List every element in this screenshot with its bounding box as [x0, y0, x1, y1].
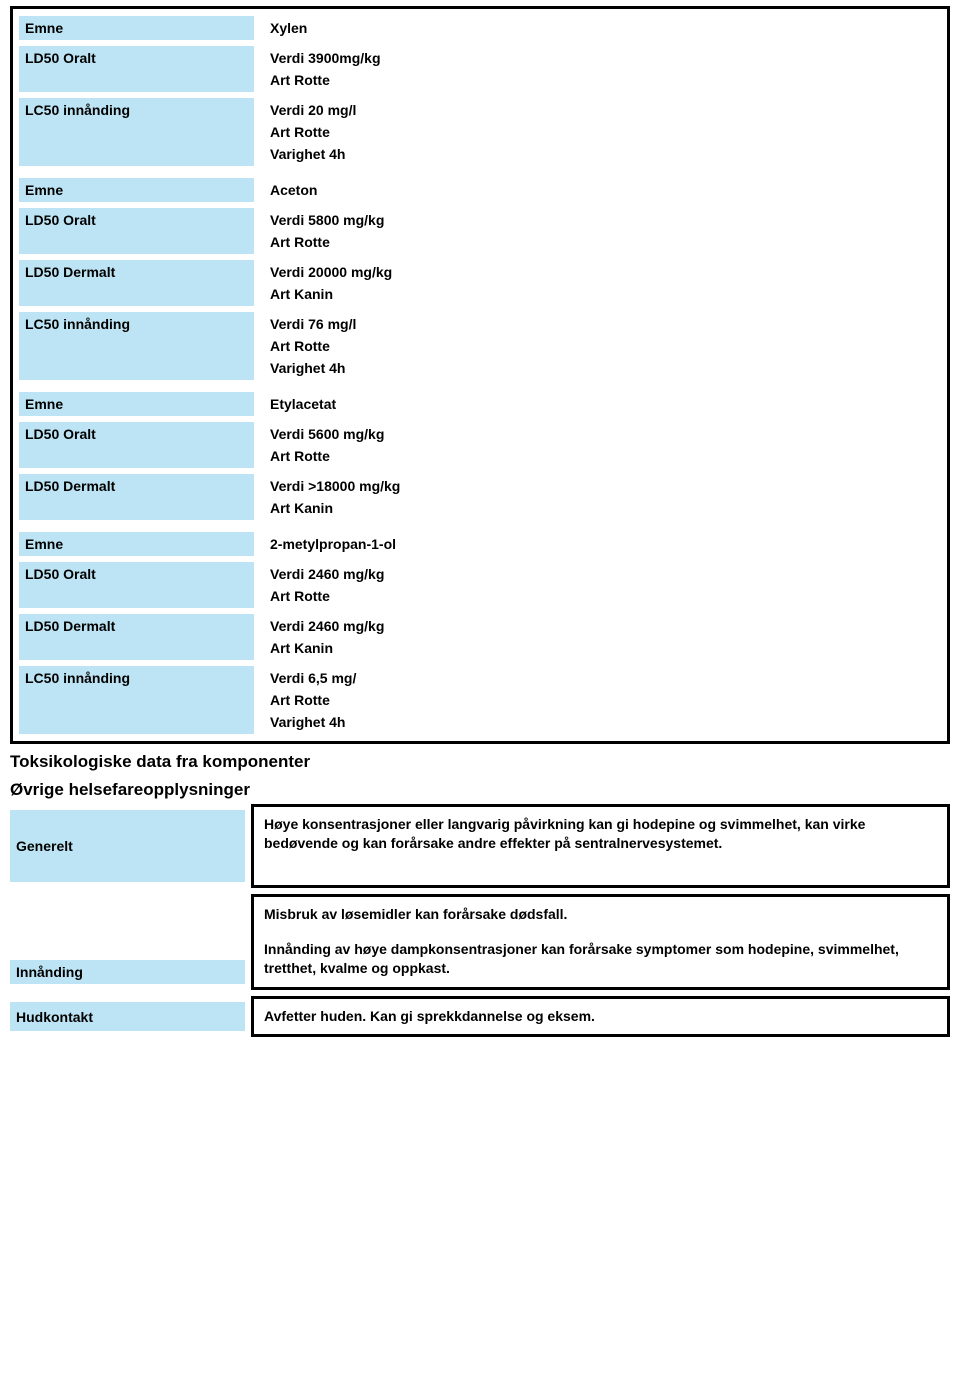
row-value: Verdi 6,5 mg/ Art Rotte Varighet 4h	[260, 663, 947, 737]
innanding-row: Innånding Misbruk av løsemidler kan forå…	[10, 894, 950, 991]
row-label: LC50 innånding	[19, 312, 254, 380]
table-row: LD50 Dermalt Verdi 20000 mg/kg Art Kanin	[13, 257, 947, 309]
table-row: LD50 Dermalt Verdi 2460 mg/kg Art Kanin	[13, 611, 947, 663]
row-label: LD50 Dermalt	[19, 474, 254, 520]
row-label: LD50 Oralt	[19, 422, 254, 468]
generelt-row: Generelt Høye konsentrasjoner eller lang…	[10, 804, 950, 888]
row-label: LD50 Oralt	[19, 562, 254, 608]
row-value: Verdi 76 mg/l Art Rotte Varighet 4h	[260, 309, 947, 383]
table-row: LC50 innånding Verdi 6,5 mg/ Art Rotte V…	[13, 663, 947, 737]
generelt-text: Høye konsentrasjoner eller langvarig påv…	[264, 815, 937, 853]
row-value: Verdi 2460 mg/kg Art Rotte	[260, 559, 947, 611]
innanding-text: Innånding av høye dampkonsentrasjoner ka…	[264, 940, 937, 978]
row-label: LD50 Dermalt	[19, 260, 254, 306]
generelt-box: Høye konsentrasjoner eller langvarig påv…	[251, 804, 950, 888]
row-value: Xylen	[260, 13, 947, 43]
row-value: Verdi 5600 mg/kg Art Rotte	[260, 419, 947, 471]
section-title-other: Øvrige helsefareopplysninger	[10, 780, 950, 800]
row-value: Verdi 5800 mg/kg Art Rotte	[260, 205, 947, 257]
row-label: LD50 Oralt	[19, 208, 254, 254]
table-row: Emne Etylacetat	[13, 389, 947, 419]
misbruk-text: Misbruk av løsemidler kan forårsake døds…	[264, 905, 937, 924]
row-label: LD50 Oralt	[19, 46, 254, 92]
table-row: LD50 Oralt Verdi 5800 mg/kg Art Rotte	[13, 205, 947, 257]
section-title-tox: Toksikologiske data fra komponenter	[10, 752, 950, 772]
row-label: Emne	[19, 532, 254, 556]
row-label: Hudkontakt	[10, 1002, 245, 1031]
table-row: Emne Aceton	[13, 175, 947, 205]
table-row: Emne 2-metylpropan-1-ol	[13, 529, 947, 559]
table-row: LD50 Oralt Verdi 5600 mg/kg Art Rotte	[13, 419, 947, 471]
table-row: LC50 innånding Verdi 76 mg/l Art Rotte V…	[13, 309, 947, 383]
row-label: LD50 Dermalt	[19, 614, 254, 660]
row-value: Etylacetat	[260, 389, 947, 419]
row-value: Verdi 20000 mg/kg Art Kanin	[260, 257, 947, 309]
row-value: Verdi 20 mg/l Art Rotte Varighet 4h	[260, 95, 947, 169]
row-label: Emne	[19, 392, 254, 416]
hudkontakt-row: Hudkontakt Avfetter huden. Kan gi sprekk…	[10, 996, 950, 1037]
row-value: 2-metylpropan-1-ol	[260, 529, 947, 559]
row-label: LC50 innånding	[19, 98, 254, 166]
row-label: Emne	[19, 16, 254, 40]
toxicology-data-box: Emne Xylen LD50 Oralt Verdi 3900mg/kg Ar…	[10, 6, 950, 744]
row-label: LC50 innånding	[19, 666, 254, 734]
row-value: Verdi 3900mg/kg Art Rotte	[260, 43, 947, 95]
innanding-box: Misbruk av løsemidler kan forårsake døds…	[251, 894, 950, 991]
hudkontakt-box: Avfetter huden. Kan gi sprekkdannelse og…	[251, 996, 950, 1037]
row-label: Emne	[19, 178, 254, 202]
table-row: LD50 Oralt Verdi 3900mg/kg Art Rotte	[13, 43, 947, 95]
row-label: Innånding	[10, 960, 245, 984]
row-value: Verdi 2460 mg/kg Art Kanin	[260, 611, 947, 663]
table-row: LC50 innånding Verdi 20 mg/l Art Rotte V…	[13, 95, 947, 169]
row-label: Generelt	[10, 810, 245, 882]
row-value: Aceton	[260, 175, 947, 205]
row-value: Verdi >18000 mg/kg Art Kanin	[260, 471, 947, 523]
table-row: LD50 Oralt Verdi 2460 mg/kg Art Rotte	[13, 559, 947, 611]
hudkontakt-text: Avfetter huden. Kan gi sprekkdannelse og…	[264, 1007, 937, 1026]
table-row: LD50 Dermalt Verdi >18000 mg/kg Art Kani…	[13, 471, 947, 523]
table-row: Emne Xylen	[13, 13, 947, 43]
